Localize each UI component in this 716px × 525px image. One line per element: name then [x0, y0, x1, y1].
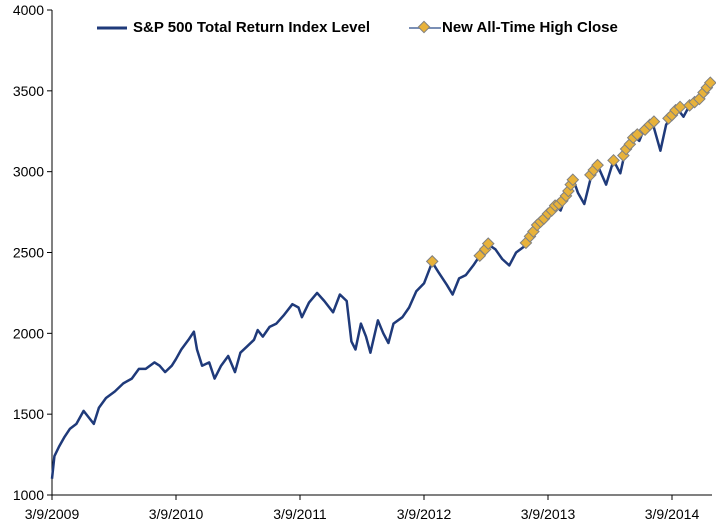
y-tick-label: 3000: [13, 164, 44, 180]
all-time-high-marker: [607, 154, 620, 167]
legend-label-index: S&P 500 Total Return Index Level: [133, 19, 370, 36]
x-tick-label: 3/9/2010: [149, 506, 204, 522]
x-tick-label: 3/9/2014: [645, 506, 700, 522]
y-tick-label: 4000: [13, 2, 44, 18]
series-line-index: [50, 81, 712, 479]
all-time-high-marker: [481, 237, 495, 251]
legend-item-index: S&P 500 Total Return Index Level: [97, 19, 370, 36]
x-tick-label: 3/9/2009: [25, 506, 80, 522]
series-line-group: [50, 81, 712, 479]
y-ticks: 1000 1500 2000 2500 3000 3500 4000: [13, 2, 52, 503]
all-time-high-marker: [566, 173, 580, 187]
y-tick-label: 2500: [13, 245, 44, 261]
y-tick-label: 2000: [13, 325, 44, 341]
legend: S&P 500 Total Return Index Level New All…: [97, 19, 618, 36]
legend-label-ath: New All-Time High Close: [442, 19, 618, 36]
all-time-high-marker: [630, 128, 644, 141]
x-ticks: 3/9/2009 3/9/2010 3/9/2011 3/9/2012 3/9/2013…: [25, 495, 700, 522]
x-tick-label: 3/9/2012: [397, 506, 452, 522]
y-tick-label: 1500: [13, 406, 44, 422]
all-time-high-marker: [703, 76, 716, 90]
legend-marker-swatch: [417, 20, 431, 34]
y-tick-label: 1000: [13, 487, 44, 503]
x-tick-label: 3/9/2011: [273, 506, 327, 522]
axes: [51, 10, 712, 496]
all-time-high-marker: [673, 100, 687, 114]
all-time-high-marker: [591, 158, 604, 172]
all-time-high-marker: [425, 255, 439, 268]
legend-item-ath: New All-Time High Close: [409, 19, 618, 36]
marker-group: [425, 76, 716, 268]
y-tick-label: 3500: [13, 83, 44, 99]
x-tick-label: 3/9/2013: [521, 506, 576, 522]
all-time-high-marker: [647, 115, 661, 128]
